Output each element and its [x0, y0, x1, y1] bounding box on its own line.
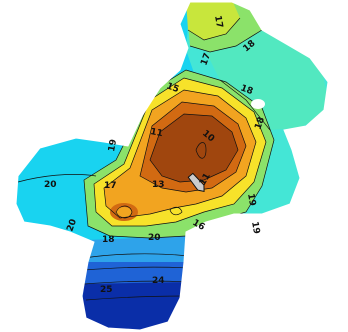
band-brown-core	[150, 114, 238, 182]
contour-label-24: 24	[152, 276, 165, 286]
contour-label-19-southeast: 19	[249, 221, 261, 235]
contour-label-17-northeast: 17	[199, 52, 213, 67]
contour-label-20-southwest: 20	[65, 218, 79, 233]
band-yellowgreen-north	[186, 2, 240, 40]
contour-label-25: 25	[100, 285, 113, 295]
contour-label-18-southwest: 18	[102, 235, 115, 245]
boat-icon[interactable]	[187, 172, 208, 194]
contour-label-15: 15	[165, 81, 180, 95]
contour-label-17-west: 17	[104, 181, 117, 191]
band-teal-northeast	[200, 30, 328, 130]
contour-label-18-east: 18	[239, 83, 254, 97]
contour-label-20-south: 20	[148, 233, 161, 243]
contour-label-11: 11	[149, 127, 163, 139]
island-shape	[251, 99, 265, 109]
contour-label-20-west: 20	[44, 180, 57, 190]
lake-outline	[15, 1, 329, 331]
contour-label-19-east: 19	[245, 193, 257, 207]
contour-lines	[17, 17, 275, 301]
contour-label-19-west: 19	[107, 138, 119, 152]
band-deepblue-south	[80, 282, 190, 330]
contour-label-17-north: 17	[212, 15, 224, 29]
band-yellow-west-pocket	[116, 207, 132, 217]
contour-label-13: 13	[152, 180, 165, 190]
contour-label-18-island: 18	[253, 116, 267, 131]
